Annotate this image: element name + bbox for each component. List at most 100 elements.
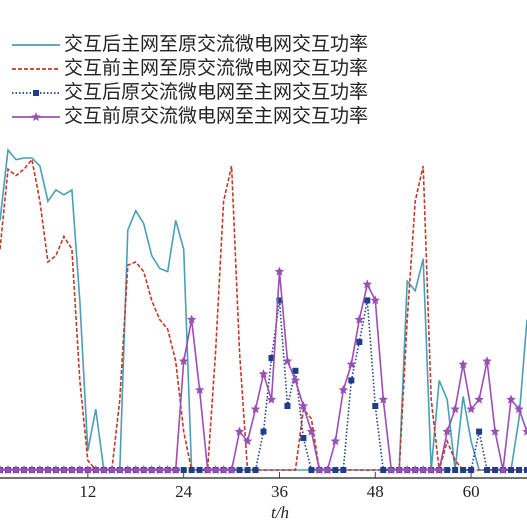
marker	[484, 467, 491, 473]
marker	[123, 465, 133, 474]
marker	[516, 467, 523, 473]
marker	[362, 279, 373, 289]
marker	[476, 428, 483, 435]
marker	[242, 436, 253, 446]
marker	[252, 467, 259, 473]
marker	[394, 465, 404, 474]
marker	[434, 465, 444, 474]
marker	[91, 465, 101, 474]
marker	[308, 467, 315, 473]
marker	[346, 359, 357, 369]
marker	[282, 356, 293, 366]
marker	[170, 465, 181, 474]
marker	[468, 467, 475, 473]
marker	[43, 465, 53, 474]
marker	[380, 467, 387, 473]
marker	[452, 467, 459, 473]
marker	[99, 465, 109, 474]
marker	[378, 394, 388, 404]
marker	[276, 297, 283, 304]
marker	[67, 465, 77, 474]
marker	[372, 403, 379, 409]
marker	[234, 426, 245, 436]
marker	[450, 404, 460, 414]
marker	[498, 465, 508, 474]
marker	[348, 377, 355, 384]
marker	[306, 426, 317, 436]
marker	[508, 467, 515, 473]
legend-marker	[31, 112, 41, 121]
marker	[506, 394, 516, 404]
marker	[522, 426, 527, 436]
marker	[19, 465, 29, 474]
marker	[386, 465, 396, 474]
marker	[162, 465, 173, 474]
marker	[226, 465, 237, 474]
marker	[340, 467, 347, 473]
x-tick-label: 24	[175, 482, 193, 501]
marker	[180, 467, 187, 473]
marker	[27, 465, 37, 474]
marker	[356, 339, 363, 345]
marker	[482, 356, 492, 366]
marker	[194, 385, 205, 394]
marker	[268, 355, 275, 361]
marker	[284, 403, 291, 409]
marker	[290, 375, 301, 385]
marker	[332, 467, 339, 473]
marker	[202, 465, 213, 474]
x-axis-label: t/h	[271, 503, 289, 522]
marker	[210, 465, 221, 474]
marker	[188, 467, 195, 473]
marker	[59, 465, 69, 474]
marker	[338, 385, 349, 394]
marker	[260, 428, 267, 435]
marker	[186, 314, 197, 324]
marker	[418, 465, 428, 474]
marker	[35, 465, 45, 474]
marker	[250, 404, 261, 414]
marker	[298, 401, 309, 410]
marker	[466, 404, 476, 414]
marker	[364, 297, 371, 304]
marker	[115, 465, 125, 474]
legend-label: 交互后原交流微电网至主网交互功率	[64, 81, 368, 103]
x-tick-label: 60	[463, 482, 480, 501]
marker	[370, 295, 380, 305]
marker	[524, 467, 527, 473]
marker	[147, 465, 157, 474]
legend-label: 交互前原交流微电网至主网交互功率	[64, 105, 368, 127]
marker	[258, 369, 269, 378]
legend-marker	[33, 90, 39, 96]
marker	[442, 426, 452, 436]
marker	[444, 467, 451, 473]
marker	[218, 465, 229, 474]
marker	[154, 465, 165, 474]
x-tick-label: 36	[271, 482, 288, 501]
marker	[51, 465, 61, 474]
x-tick-label: 48	[367, 482, 384, 501]
marker	[236, 467, 243, 473]
marker	[314, 465, 325, 474]
marker	[410, 465, 420, 474]
marker	[492, 467, 499, 473]
marker	[0, 465, 5, 474]
legend-label: 交互后主网至原交流微电网交互功率	[64, 33, 368, 55]
marker	[514, 404, 524, 414]
marker	[83, 465, 93, 474]
marker	[300, 435, 307, 441]
marker	[490, 426, 500, 436]
marker	[354, 314, 365, 324]
marker	[75, 465, 85, 474]
x-tick-label: 12	[79, 482, 96, 501]
marker	[474, 394, 484, 404]
marker	[458, 359, 468, 369]
marker	[11, 465, 21, 474]
marker	[274, 266, 285, 276]
marker	[3, 465, 13, 474]
legend-label: 交互前主网至原交流微电网交互功率	[64, 57, 368, 79]
series-line	[0, 148, 527, 471]
marker	[139, 465, 149, 474]
